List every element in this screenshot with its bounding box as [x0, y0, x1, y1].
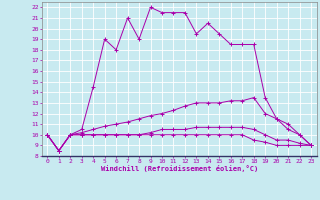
X-axis label: Windchill (Refroidissement éolien,°C): Windchill (Refroidissement éolien,°C) — [100, 165, 258, 172]
